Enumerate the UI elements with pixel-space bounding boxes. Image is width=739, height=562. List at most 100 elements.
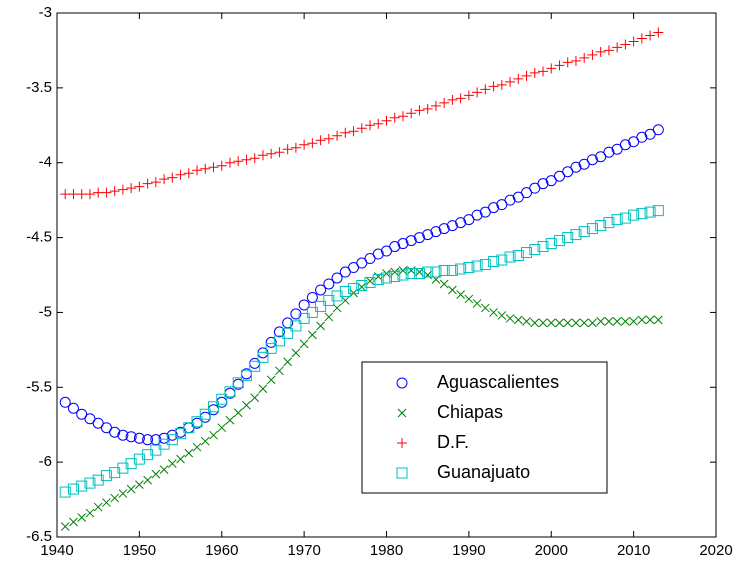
marker-shape bbox=[92, 474, 104, 486]
marker bbox=[538, 66, 549, 77]
marker-shape bbox=[117, 184, 128, 195]
marker bbox=[413, 268, 425, 280]
marker bbox=[199, 408, 211, 420]
marker-shape bbox=[275, 366, 284, 376]
marker-shape bbox=[348, 282, 360, 294]
marker-shape bbox=[249, 360, 261, 372]
marker-shape bbox=[265, 342, 277, 354]
marker bbox=[274, 147, 285, 158]
marker bbox=[349, 288, 358, 298]
marker bbox=[652, 205, 664, 217]
marker-shape bbox=[109, 467, 121, 479]
marker-shape bbox=[306, 291, 318, 303]
marker bbox=[396, 467, 408, 479]
marker bbox=[159, 174, 170, 185]
marker-shape bbox=[530, 318, 540, 328]
marker bbox=[331, 290, 343, 302]
marker bbox=[463, 262, 475, 274]
marker bbox=[60, 522, 70, 531]
marker bbox=[158, 438, 170, 450]
marker-shape bbox=[595, 46, 606, 57]
marker bbox=[488, 81, 499, 92]
marker bbox=[529, 67, 540, 78]
marker-shape bbox=[93, 502, 103, 512]
marker-shape bbox=[455, 217, 467, 229]
marker bbox=[348, 126, 359, 137]
marker bbox=[480, 303, 490, 313]
marker bbox=[290, 308, 302, 320]
x-tick-label: 2020 bbox=[699, 542, 732, 559]
marker-shape bbox=[396, 467, 408, 479]
marker bbox=[521, 70, 532, 81]
marker-shape bbox=[446, 220, 458, 232]
marker bbox=[611, 143, 623, 155]
marker-shape bbox=[250, 393, 260, 403]
marker-shape bbox=[166, 434, 178, 446]
marker bbox=[396, 377, 408, 389]
marker bbox=[176, 454, 185, 464]
marker bbox=[216, 160, 227, 171]
marker-shape bbox=[603, 146, 615, 158]
marker bbox=[472, 87, 483, 98]
marker-shape bbox=[241, 154, 252, 165]
marker-shape bbox=[612, 42, 623, 53]
marker-shape bbox=[183, 422, 195, 434]
marker bbox=[562, 57, 573, 68]
marker bbox=[422, 266, 434, 278]
marker-shape bbox=[339, 266, 351, 278]
marker bbox=[652, 124, 664, 136]
marker bbox=[142, 178, 153, 189]
marker bbox=[372, 248, 384, 260]
marker bbox=[265, 342, 277, 354]
marker bbox=[59, 486, 71, 498]
marker bbox=[471, 209, 483, 221]
marker-shape bbox=[496, 254, 508, 266]
marker-shape bbox=[586, 223, 598, 235]
marker bbox=[282, 144, 293, 155]
marker-shape bbox=[102, 498, 111, 507]
marker bbox=[183, 422, 195, 434]
marker-shape bbox=[69, 517, 78, 527]
marker-shape bbox=[563, 318, 573, 328]
marker bbox=[636, 208, 648, 220]
marker bbox=[298, 312, 310, 324]
marker-shape bbox=[512, 250, 524, 262]
marker-shape bbox=[306, 306, 318, 318]
marker-shape bbox=[135, 480, 144, 489]
marker-shape bbox=[587, 49, 598, 60]
marker bbox=[448, 285, 457, 295]
marker-shape bbox=[356, 123, 367, 134]
marker bbox=[298, 299, 310, 311]
marker-shape bbox=[158, 432, 170, 444]
marker-shape bbox=[586, 154, 598, 166]
marker bbox=[67, 483, 79, 495]
marker-shape bbox=[372, 248, 384, 260]
marker bbox=[275, 366, 284, 376]
marker-shape bbox=[636, 208, 648, 220]
marker bbox=[521, 247, 533, 259]
marker bbox=[463, 214, 475, 226]
marker-shape bbox=[176, 454, 185, 464]
marker bbox=[578, 158, 590, 170]
marker-shape bbox=[619, 212, 631, 224]
marker-shape bbox=[76, 408, 88, 420]
marker bbox=[266, 375, 276, 385]
marker-shape bbox=[538, 66, 549, 77]
marker-shape bbox=[612, 317, 622, 326]
marker-shape bbox=[488, 202, 500, 214]
marker-shape bbox=[307, 138, 318, 149]
marker bbox=[339, 266, 351, 278]
marker bbox=[93, 502, 103, 512]
marker-shape bbox=[357, 282, 367, 292]
marker-shape bbox=[448, 285, 457, 295]
marker-shape bbox=[389, 112, 400, 123]
marker-shape bbox=[496, 199, 508, 211]
marker-shape bbox=[339, 285, 351, 297]
marker bbox=[340, 296, 350, 305]
marker-shape bbox=[192, 442, 202, 452]
marker bbox=[629, 317, 638, 326]
marker bbox=[225, 415, 235, 425]
marker bbox=[603, 146, 615, 158]
marker bbox=[619, 212, 631, 224]
